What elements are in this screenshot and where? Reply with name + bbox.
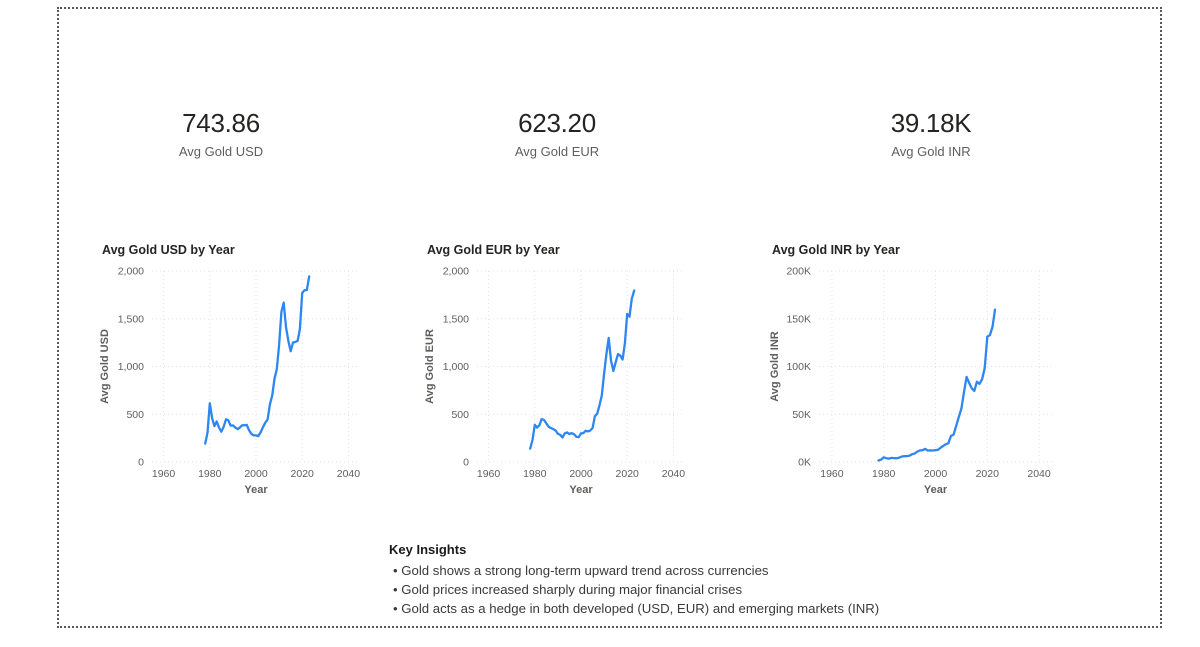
line-chart-svg[interactable]: 0 500 1,000 1,500 2,000 1960 1980 2000 2020 2040 Y… bbox=[92, 263, 372, 499]
y-tick-label: 500 bbox=[451, 409, 469, 421]
kpi-label: Avg Gold INR bbox=[891, 144, 971, 159]
y-axis-title: Avg Gold EUR bbox=[424, 329, 436, 404]
x-tick-label: 2020 bbox=[616, 468, 640, 480]
y-tick-label: 500 bbox=[126, 409, 144, 421]
y-tick-label: 150K bbox=[786, 313, 811, 325]
kpi-value: 39.18K bbox=[890, 108, 972, 138]
y-tick-label: 2,000 bbox=[443, 266, 469, 278]
data-series-line[interactable] bbox=[204, 275, 311, 445]
x-tick-label: 1980 bbox=[523, 468, 547, 480]
x-tick-label: 2040 bbox=[662, 468, 686, 480]
chart-title: Avg Gold EUR by Year bbox=[427, 243, 560, 257]
x-tick-label: 1980 bbox=[872, 468, 896, 480]
x-axis-title: Year bbox=[569, 484, 593, 496]
chart-title: Avg Gold USD by Year bbox=[102, 243, 235, 257]
key-insights-textbox: Key Insights Gold shows a strong long-te… bbox=[389, 542, 1009, 618]
y-tick-label: 1,000 bbox=[118, 361, 144, 373]
y-tick-label: 0K bbox=[798, 457, 811, 469]
data-series-line[interactable] bbox=[529, 289, 636, 450]
insights-heading: Key Insights bbox=[389, 542, 467, 557]
kpi-card-avg-gold-eur[interactable]: 623.20 Avg Gold EUR bbox=[447, 108, 667, 159]
y-tick-label: 2,000 bbox=[118, 266, 144, 278]
y-tick-label: 1,000 bbox=[443, 361, 469, 373]
x-axis-title: Year bbox=[924, 484, 948, 496]
kpi-label: Avg Gold USD bbox=[178, 144, 264, 159]
insight-bullet: Gold shows a strong long-term upward tre… bbox=[389, 561, 1009, 580]
chart-avg-gold-inr-by-year[interactable]: Avg Gold INR by Year 0K 50K 100K 150K 200K 19… bbox=[762, 241, 1062, 499]
y-tick-label: 1,500 bbox=[118, 313, 144, 325]
kpi-label: Avg Gold EUR bbox=[514, 144, 600, 159]
y-tick-label: 0 bbox=[463, 457, 469, 469]
x-tick-label: 2000 bbox=[569, 468, 593, 480]
x-tick-label: 2000 bbox=[244, 468, 268, 480]
x-tick-label: 2000 bbox=[924, 468, 948, 480]
chart-plot-area[interactable]: 0 500 1,000 1,500 2,000 1960 1980 2000 2020 2040 Y… bbox=[92, 263, 372, 499]
x-axis-title: Year bbox=[244, 484, 268, 496]
x-tick-label: 2040 bbox=[337, 468, 361, 480]
insight-bullet: Gold prices increased sharply during maj… bbox=[389, 580, 1009, 599]
x-tick-label: 1960 bbox=[820, 468, 844, 480]
x-tick-label: 2020 bbox=[976, 468, 1000, 480]
y-tick-label: 50K bbox=[792, 409, 811, 421]
x-tick-label: 1960 bbox=[152, 468, 176, 480]
kpi-card-avg-gold-inr[interactable]: 39.18K Avg Gold INR bbox=[821, 108, 1041, 159]
insight-bullet: Gold acts as a hedge in both developed (… bbox=[389, 599, 1009, 618]
y-axis-title: Avg Gold INR bbox=[769, 331, 781, 402]
kpi-card-avg-gold-usd[interactable]: 743.86 Avg Gold USD bbox=[111, 108, 331, 159]
y-tick-label: 200K bbox=[786, 266, 811, 278]
data-series-line[interactable] bbox=[877, 308, 997, 462]
x-tick-label: 1960 bbox=[477, 468, 501, 480]
y-tick-label: 0 bbox=[138, 457, 144, 469]
x-tick-label: 1980 bbox=[198, 468, 222, 480]
kpi-value: 743.86 bbox=[182, 108, 260, 138]
chart-avg-gold-eur-by-year[interactable]: Avg Gold EUR by Year 0 500 1,000 1,500 2,000… bbox=[417, 241, 697, 499]
chart-title: Avg Gold INR by Year bbox=[772, 243, 900, 257]
kpi-value: 623.20 bbox=[518, 108, 596, 138]
line-chart-svg[interactable]: 0 500 1,000 1,500 2,000 1960 1980 2000 2020 2040 Y… bbox=[417, 263, 697, 499]
y-axis-title: Avg Gold USD bbox=[99, 329, 111, 404]
chart-avg-gold-usd-by-year[interactable]: Avg Gold USD by Year 0 500 1,000 1,500 2,000… bbox=[92, 241, 372, 499]
x-tick-label: 2020 bbox=[291, 468, 315, 480]
line-chart-svg[interactable]: 0K 50K 100K 150K 200K 1960 1980 2000 2020 2040 Yea… bbox=[762, 263, 1062, 499]
x-tick-label: 2040 bbox=[1027, 468, 1051, 480]
y-tick-label: 100K bbox=[786, 361, 811, 373]
chart-plot-area[interactable]: 0 500 1,000 1,500 2,000 1960 1980 2000 2020 2040 Y… bbox=[417, 263, 697, 499]
y-tick-label: 1,500 bbox=[443, 313, 469, 325]
chart-plot-area[interactable]: 0K 50K 100K 150K 200K 1960 1980 2000 2020 2040 Yea… bbox=[762, 263, 1062, 499]
report-canvas: 743.86 Avg Gold USD 623.20 Avg Gold EUR … bbox=[57, 7, 1162, 628]
